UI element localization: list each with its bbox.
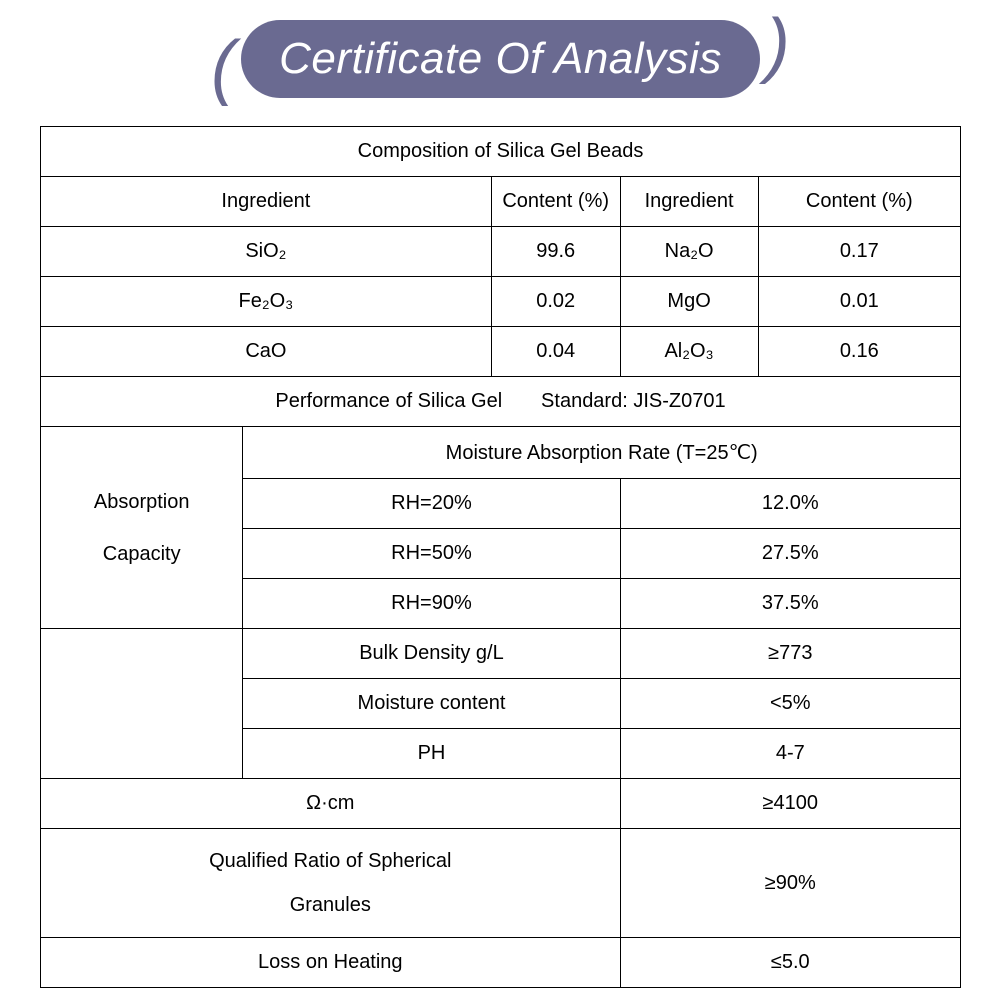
col-content-1: Content (%) — [491, 177, 620, 227]
property-row: Loss on Heating ≤5.0 — [41, 938, 961, 988]
coa-table: Composition of Silica Gel Beads Ingredie… — [40, 126, 961, 988]
ingredient-cell: MgO — [620, 277, 758, 327]
property-row: Qualified Ratio of Spherical Granules ≥9… — [41, 829, 961, 938]
property-name: Ω·cm — [41, 779, 621, 829]
moisture-condition: RH=20% — [243, 479, 620, 529]
moisture-condition: RH=50% — [243, 529, 620, 579]
col-ingredient-2: Ingredient — [620, 177, 758, 227]
moisture-rate-heading: Moisture Absorption Rate (T=25℃) — [243, 427, 961, 479]
moisture-value: 27.5% — [620, 529, 960, 579]
property-value: 4-7 — [620, 729, 960, 779]
paren-left-icon: ( — [211, 31, 235, 103]
col-ingredient-1: Ingredient — [41, 177, 492, 227]
property-name: Qualified Ratio of Spherical Granules — [41, 829, 621, 938]
composition-row: SiO₂ 99.6 Na₂O 0.17 — [41, 227, 961, 277]
composition-row: Fe₂O₃ 0.02 MgO 0.01 — [41, 277, 961, 327]
col-content-2: Content (%) — [758, 177, 960, 227]
property-value: ≥90% — [620, 829, 960, 938]
moisture-value: 37.5% — [620, 579, 960, 629]
ingredient-cell: Na₂O — [620, 227, 758, 277]
content-cell: 0.01 — [758, 277, 960, 327]
ingredient-cell: CaO — [41, 327, 492, 377]
content-cell: 99.6 — [491, 227, 620, 277]
content-cell: 0.16 — [758, 327, 960, 377]
property-value: ≤5.0 — [620, 938, 960, 988]
property-name: Bulk Density g/L — [243, 629, 620, 679]
certificate-page: ( Certificate Of Analysis ) Composition … — [0, 0, 1001, 988]
title-wrap: ( Certificate Of Analysis ) — [40, 20, 961, 98]
performance-heading: Performance of Silica Gel Standard: JIS-… — [41, 377, 961, 427]
content-cell: 0.17 — [758, 227, 960, 277]
composition-heading: Composition of Silica Gel Beads — [41, 127, 961, 177]
moisture-condition: RH=90% — [243, 579, 620, 629]
property-value: <5% — [620, 679, 960, 729]
property-value: ≥773 — [620, 629, 960, 679]
empty-label-cell — [41, 629, 243, 779]
property-row: Bulk Density g/L ≥773 — [41, 629, 961, 679]
moisture-value: 12.0% — [620, 479, 960, 529]
property-name: Moisture content — [243, 679, 620, 729]
paren-right-icon: ) — [766, 9, 790, 81]
composition-row: CaO 0.04 Al₂O₃ 0.16 — [41, 327, 961, 377]
content-cell: 0.02 — [491, 277, 620, 327]
property-value: ≥4100 — [620, 779, 960, 829]
page-title: Certificate Of Analysis — [241, 20, 760, 98]
property-name: Loss on Heating — [41, 938, 621, 988]
content-cell: 0.04 — [491, 327, 620, 377]
ingredient-cell: Fe₂O₃ — [41, 277, 492, 327]
property-name: PH — [243, 729, 620, 779]
property-row: Ω·cm ≥4100 — [41, 779, 961, 829]
ingredient-cell: Al₂O₃ — [620, 327, 758, 377]
ingredient-cell: SiO₂ — [41, 227, 492, 277]
composition-header-row: Ingredient Content (%) Ingredient Conten… — [41, 177, 961, 227]
absorption-capacity-label: Absorption Capacity — [41, 427, 243, 629]
